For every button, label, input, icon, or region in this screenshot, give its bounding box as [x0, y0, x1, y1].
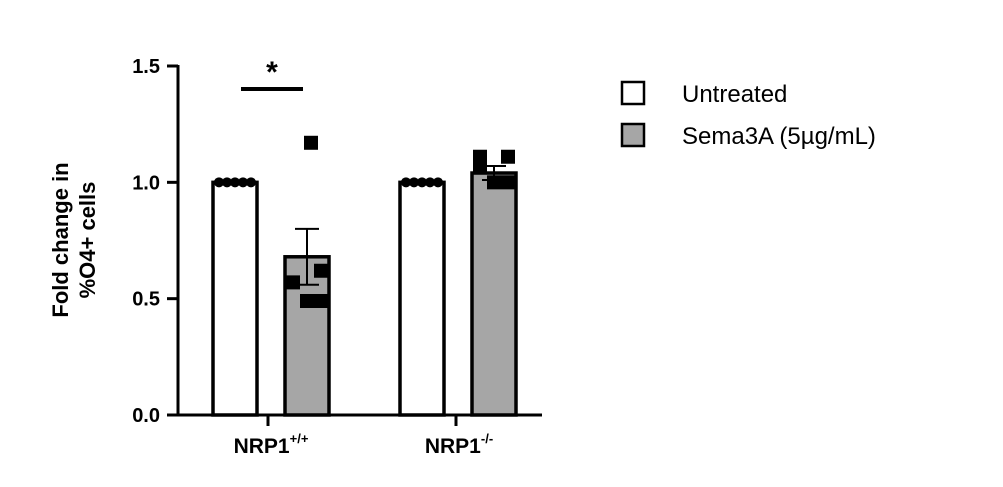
- x-axis: NRP1+/+ NRP1-/-: [177, 413, 542, 458]
- data-point: [409, 177, 419, 188]
- y-tick-label: 0.0: [132, 405, 160, 427]
- significance-star: *: [266, 56, 278, 89]
- data-point: [501, 175, 515, 190]
- bar-untreated-1: [211, 180, 259, 417]
- legend-label: Untreated: [682, 81, 787, 108]
- data-point: [304, 135, 318, 150]
- data-point: [222, 177, 232, 188]
- data-point: [401, 177, 411, 188]
- y-axis-label: Fold change in %O4+ cells: [48, 162, 100, 317]
- data-point: [238, 177, 248, 188]
- data-point: [425, 177, 435, 188]
- y-axis: 0.0 0.5 1.0 1.5: [132, 56, 180, 427]
- y-tick-label: 1.5: [132, 56, 160, 78]
- data-point: [314, 263, 328, 278]
- data-point: [246, 177, 256, 188]
- bar-untreated-2: [398, 180, 446, 417]
- y-axis-label-line: Fold change in: [48, 162, 73, 317]
- data-point: [230, 177, 240, 188]
- data-point: [487, 175, 501, 190]
- x-tick-label: NRP1-/-: [425, 431, 493, 458]
- data-point: [417, 177, 427, 188]
- y-tick-label: 0.5: [132, 289, 160, 311]
- significance-annotation: *: [241, 56, 303, 91]
- bars: [211, 171, 518, 417]
- x-tick-label: NRP1+/+: [234, 431, 309, 458]
- error-bars: [295, 165, 506, 286]
- legend-swatch: [620, 80, 646, 106]
- bar-sema3a-2: [470, 171, 518, 417]
- legend-label: Sema3A (5µg/mL): [682, 123, 876, 150]
- data-point: [286, 275, 300, 290]
- y-tick-label: 1.0: [132, 172, 160, 194]
- data-point: [473, 159, 487, 174]
- data-points: [214, 135, 515, 308]
- data-point: [300, 293, 314, 308]
- y-axis-label-line: %O4+ cells: [75, 182, 100, 299]
- data-point: [214, 177, 224, 188]
- data-point: [314, 293, 328, 308]
- data-point: [433, 177, 443, 188]
- legend-swatch: [620, 122, 646, 148]
- legend: Untreated Sema3A (5µg/mL): [620, 80, 876, 150]
- data-point: [501, 149, 515, 164]
